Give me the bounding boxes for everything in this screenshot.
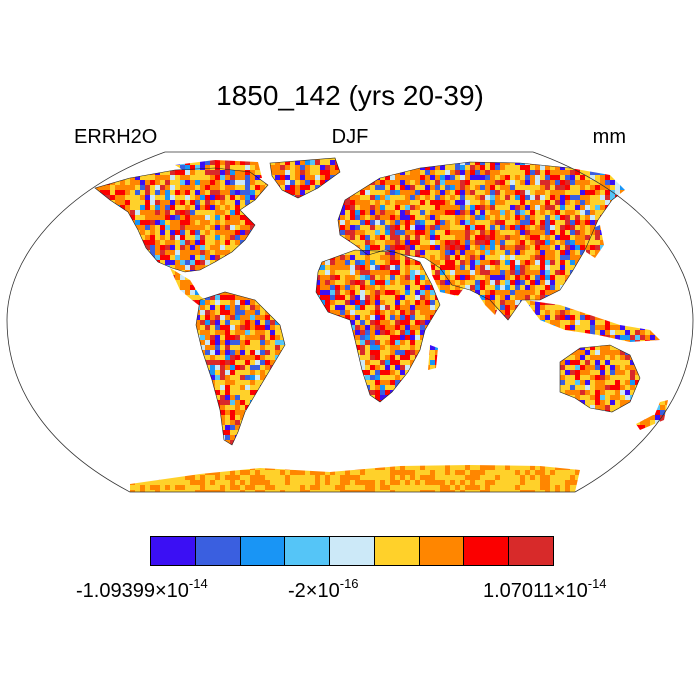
colorbar-swatch — [419, 537, 465, 565]
colorbar-mid-label: -2×10-16 — [288, 576, 359, 602]
map-title: 1850_142 (yrs 20-39) — [216, 80, 484, 111]
colorbar-max-label: 1.07011×10-14 — [483, 576, 607, 602]
colorbar-swatch — [374, 537, 420, 565]
colorbar-swatch — [330, 537, 375, 565]
units-label: mm — [592, 126, 626, 148]
colorbar-swatch — [285, 537, 331, 565]
colorbar-min-label: -1.09399×10-14 — [76, 576, 208, 602]
colorbar-swatch — [240, 537, 286, 565]
colorbar-swatch — [151, 537, 196, 565]
colorbar-swatch — [464, 537, 510, 565]
colorbar-swatch — [195, 537, 241, 565]
season-label: DJF — [331, 126, 369, 148]
colorbar — [150, 536, 554, 566]
variable-label: ERRH2O — [74, 126, 158, 148]
colorbar-swatch — [509, 537, 554, 565]
